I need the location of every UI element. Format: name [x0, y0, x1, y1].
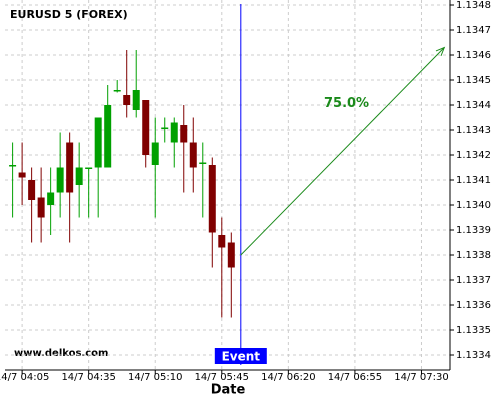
candle-body	[142, 100, 150, 155]
arrow-head	[435, 46, 446, 57]
candle-body	[199, 162, 207, 164]
y-tick-label: 1.1347	[456, 25, 491, 36]
y-tick-label: 1.1343	[456, 125, 491, 136]
candle-body	[66, 142, 74, 193]
candle-body	[208, 165, 216, 233]
y-tick-label: 1.1344	[456, 100, 491, 111]
candle-body	[56, 167, 64, 193]
event-box	[214, 348, 267, 364]
candle-body	[18, 172, 26, 178]
y-tick-label: 1.1336	[456, 300, 491, 311]
arrow-label: 75.0%	[324, 96, 369, 111]
candle-body	[104, 105, 112, 168]
candle-body	[37, 197, 45, 218]
y-tick-label: 1.1348	[456, 0, 491, 11]
x-tick-label: 14/7 06:55	[328, 372, 382, 383]
chart-title: EURUSD 5 (FOREX)	[10, 8, 128, 21]
y-tick-label: 1.1341	[456, 175, 491, 186]
x-tick-label: 14/7 07:30	[394, 372, 448, 383]
candle-body	[75, 167, 83, 185]
x-axis-label: Date	[211, 383, 246, 398]
y-tick-label: 1.1346	[456, 50, 491, 61]
candle-body	[170, 122, 178, 143]
candle-body	[218, 235, 226, 248]
candle-body	[113, 90, 121, 92]
arrow	[240, 47, 445, 256]
candle-body	[189, 142, 197, 168]
candle-body	[28, 180, 36, 200]
candle-body	[151, 142, 159, 165]
candle-body	[9, 165, 17, 167]
candle-body	[47, 192, 55, 205]
x-tick-label: 14/7 04:35	[61, 372, 115, 383]
x-tick-label: 14/7 05:10	[128, 372, 182, 383]
candle-body	[132, 90, 140, 110]
candle-body	[94, 117, 102, 168]
y-tick-label: 1.1340	[456, 200, 491, 211]
candle-body	[123, 95, 131, 105]
candle-body	[180, 125, 188, 143]
y-tick-label: 1.1338	[456, 250, 491, 261]
x-tick-label: 14/7 04:05	[0, 372, 49, 383]
x-tick-label: 14/7 05:45	[195, 372, 249, 383]
candle-body	[85, 167, 93, 169]
candle-body	[227, 242, 235, 268]
y-tick-label: 1.1335	[456, 325, 491, 336]
y-tick-label: 1.1337	[456, 275, 491, 286]
x-tick-label: 14/7 06:20	[261, 372, 315, 383]
y-tick-label: 1.1342	[456, 150, 491, 161]
candle-body	[161, 127, 169, 129]
watermark: www.delkos.com	[14, 348, 108, 359]
event-label: Event	[222, 350, 261, 364]
y-tick-label: 1.1345	[456, 75, 491, 86]
y-tick-label: 1.1334	[456, 350, 491, 361]
y-tick-label: 1.1339	[456, 225, 491, 236]
